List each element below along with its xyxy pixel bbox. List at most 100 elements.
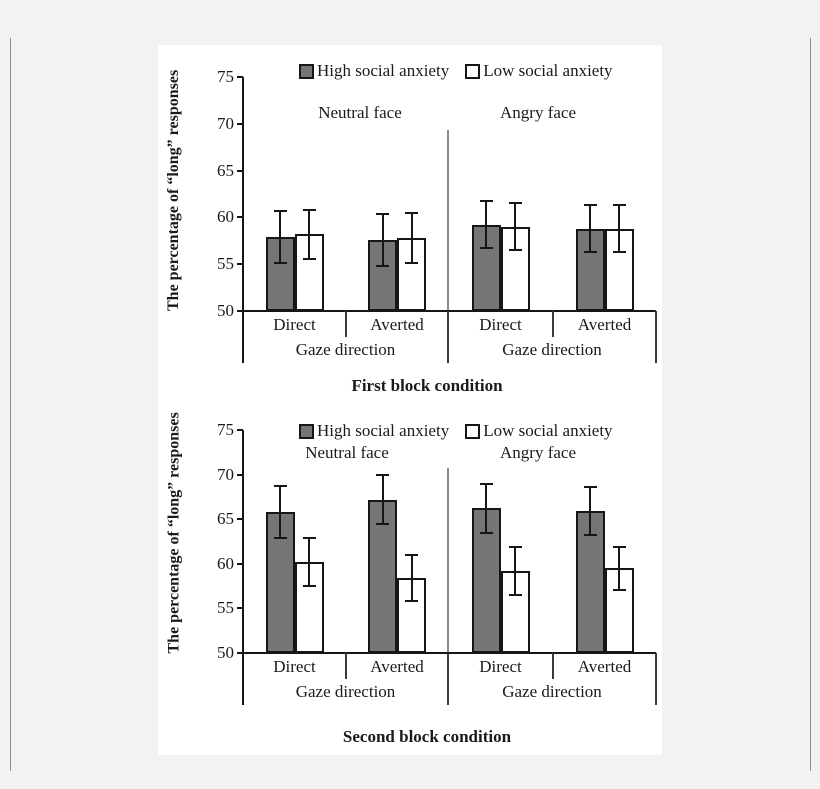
legend-label: Low social anxiety [483,61,613,80]
error-bar-cap [405,553,418,556]
error-bar-cap [479,200,493,203]
legend-label: Low social anxiety [483,421,613,440]
error-bar-cap [302,208,316,211]
y-tick-mark [237,473,243,476]
low-anxiety-bar [604,568,634,653]
error-bar-cap [583,534,597,537]
error-bar-cap [583,251,597,254]
y-tick-mark [237,310,243,312]
category-label: Direct [479,657,522,676]
x-axis-line [243,310,656,312]
error-bar-line [308,537,310,587]
error-bar-cap [479,482,493,485]
high-anxiety-bar [368,239,397,311]
error-bar-line [410,554,413,602]
y-tick-mark [237,76,243,78]
y-tick-label: 75 [217,67,234,86]
legend-item: Low social anxiety [465,421,613,441]
legend: High social anxiety Low social anxiety [299,61,613,81]
legend: High social anxiety Low social anxiety [299,421,613,441]
first-block-chart: The percentage of “long” responses 75 70 65… [158,45,662,400]
second-block-chart: The percentage of “long” responses 75 70 65… [158,400,662,755]
high-anxiety-legend-swatch [299,63,314,79]
error-bar-line [381,213,384,267]
y-axis-label: The percentage of “long” responses [165,411,182,653]
category-boundary-line [552,311,554,337]
y-tick-mark [237,518,243,521]
error-bar-cap [508,249,522,252]
y-tick-label: 65 [217,509,234,529]
category-boundary-line [552,653,554,679]
error-bar-cap [612,251,626,254]
block-title: Second block condition [342,727,512,746]
error-bar-cap [405,211,418,214]
category-label: Direct [273,657,316,676]
error-bar-cap [273,262,287,265]
gaze-direction-label: Gaze direction [502,340,602,359]
error-bar-cap [273,209,287,212]
error-bar-cap [612,545,626,548]
legend-item: High social anxiety [299,61,449,81]
y-tick-mark [237,607,243,610]
legend-label: High social anxiety [317,61,450,80]
low-anxiety-legend-swatch [465,423,481,439]
error-bar-cap [583,486,597,489]
error-bar-line [514,203,516,251]
y-axis-line [242,430,244,705]
y-tick-label: 65 [217,160,234,180]
error-bar-cap [405,262,418,265]
face-panel-label: Neutral face [318,103,402,122]
error-bar-cap [273,485,287,488]
error-bar-line [279,486,281,538]
y-tick-mark [237,122,243,125]
error-bar-cap [508,202,522,205]
error-bar-line [381,475,384,524]
figure-panel: The percentage of “long” responses 75 70 65… [158,45,662,755]
gaze-direction-label: Gaze direction [295,340,396,359]
category-label: Direct [479,315,522,334]
y-tick-label: 50 [217,643,234,662]
error-bar-cap [376,522,389,525]
category-label: Averted [577,315,632,334]
y-tick-label: 55 [217,254,234,274]
error-bar-cap [273,536,287,539]
error-bar-cap [479,532,493,535]
gaze-direction-label: Gaze direction [295,682,396,701]
category-boundary-line [447,311,449,363]
category-label: Averted [577,657,632,676]
legend-item: High social anxiety [299,421,449,441]
category-boundary-line [345,311,347,337]
category-boundary-line [345,653,347,679]
error-bar-line [589,205,591,253]
error-bar-cap [583,204,597,207]
error-bar-cap [479,247,493,250]
error-bar-cap [405,600,418,603]
panel-divider-line [447,468,449,653]
error-bar-cap [302,585,316,588]
category-label: Direct [273,315,316,334]
error-bar-line [514,546,516,595]
y-tick-mark [237,169,243,172]
legend-label: High social anxiety [317,421,450,440]
block-title: First block condition [351,376,503,395]
error-bar-line [618,546,620,590]
y-tick-label: 75 [217,420,234,439]
category-boundary-line [655,311,657,363]
high-anxiety-bar [368,499,397,653]
y-tick-label: 55 [217,598,234,618]
y-tick-label: 60 [217,207,234,227]
y-tick-mark [237,429,243,431]
error-bar-cap [612,588,626,591]
error-bar-line [618,205,620,253]
error-bar-line [485,201,487,249]
category-boundary-line [447,653,449,705]
error-bar-line [485,483,487,534]
error-bar-cap [302,257,316,260]
y-axis-line [242,77,244,363]
gaze-direction-label: Gaze direction [502,682,602,701]
face-panel-label: Neutral face [305,443,389,462]
category-label: Averted [370,315,424,334]
category-label: Averted [370,657,424,676]
y-tick-label: 60 [217,553,234,573]
